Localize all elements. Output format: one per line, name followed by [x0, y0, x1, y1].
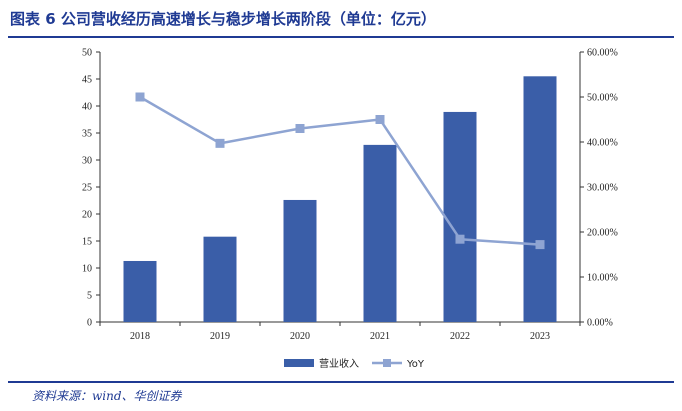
right-tick-label: 10.00%	[587, 273, 618, 284]
legend-marker-yoy	[383, 359, 391, 367]
right-tick-label: 50.00%	[587, 93, 618, 104]
yoy-point	[135, 92, 145, 102]
x-tick-label: 2021	[370, 331, 390, 342]
figure-title: 图表 6 公司营收经历高速增长与稳步增长两阶段（单位：亿元）	[10, 10, 436, 28]
left-tick-label: 45	[82, 75, 92, 86]
legend-label-revenue: 营业收入	[319, 357, 359, 370]
revenue-bar	[203, 236, 237, 322]
right-tick-label: 60.00%	[587, 48, 618, 59]
revenue-bar	[443, 111, 477, 322]
chart-axes: 0 5 10 15 20 25 30 35 40 45 50 0.00% 10.00% 20.00% 30.…	[82, 48, 618, 343]
source-divider	[8, 381, 674, 383]
x-tick-label: 2023	[530, 331, 550, 342]
x-tick-label: 2019	[210, 331, 230, 342]
yoy-point	[535, 240, 545, 250]
yoy-point	[375, 115, 385, 124]
revenue-bar	[523, 76, 557, 322]
revenue-bars	[123, 76, 557, 322]
left-tick-label: 20	[82, 210, 92, 221]
left-tick-label: 30	[82, 156, 92, 167]
yoy-point	[295, 124, 305, 133]
chart-legend: 营业收入 YoY	[284, 357, 425, 370]
right-tick-label: 40.00%	[587, 138, 618, 149]
legend-swatch-revenue	[284, 359, 314, 367]
x-tick-label: 2020	[290, 331, 310, 342]
x-tick-label: 2022	[450, 331, 470, 342]
left-tick-label: 25	[82, 183, 92, 194]
right-tick-label: 30.00%	[587, 183, 618, 194]
right-tick-label: 20.00%	[587, 228, 618, 239]
revenue-bar	[363, 144, 397, 322]
left-tick-label: 5	[87, 291, 92, 302]
revenue-bar	[283, 199, 317, 322]
title-divider	[8, 36, 674, 38]
left-tick-label: 50	[82, 48, 92, 59]
revenue-bar	[123, 260, 157, 322]
yoy-series-line	[139, 95, 541, 246]
yoy-line	[135, 92, 545, 250]
left-tick-label: 10	[82, 264, 92, 275]
left-tick-label: 15	[82, 237, 92, 248]
yoy-point	[215, 138, 225, 148]
right-tick-label: 0.00%	[587, 318, 613, 329]
left-tick-label: 0	[87, 318, 92, 329]
left-tick-label: 35	[82, 129, 92, 140]
yoy-point	[455, 234, 465, 244]
source-note: 资料来源：wind、华创证券	[32, 389, 182, 403]
legend-label-yoy: YoY	[406, 359, 425, 370]
x-tick-label: 2018	[130, 331, 150, 342]
left-tick-label: 40	[82, 102, 92, 113]
